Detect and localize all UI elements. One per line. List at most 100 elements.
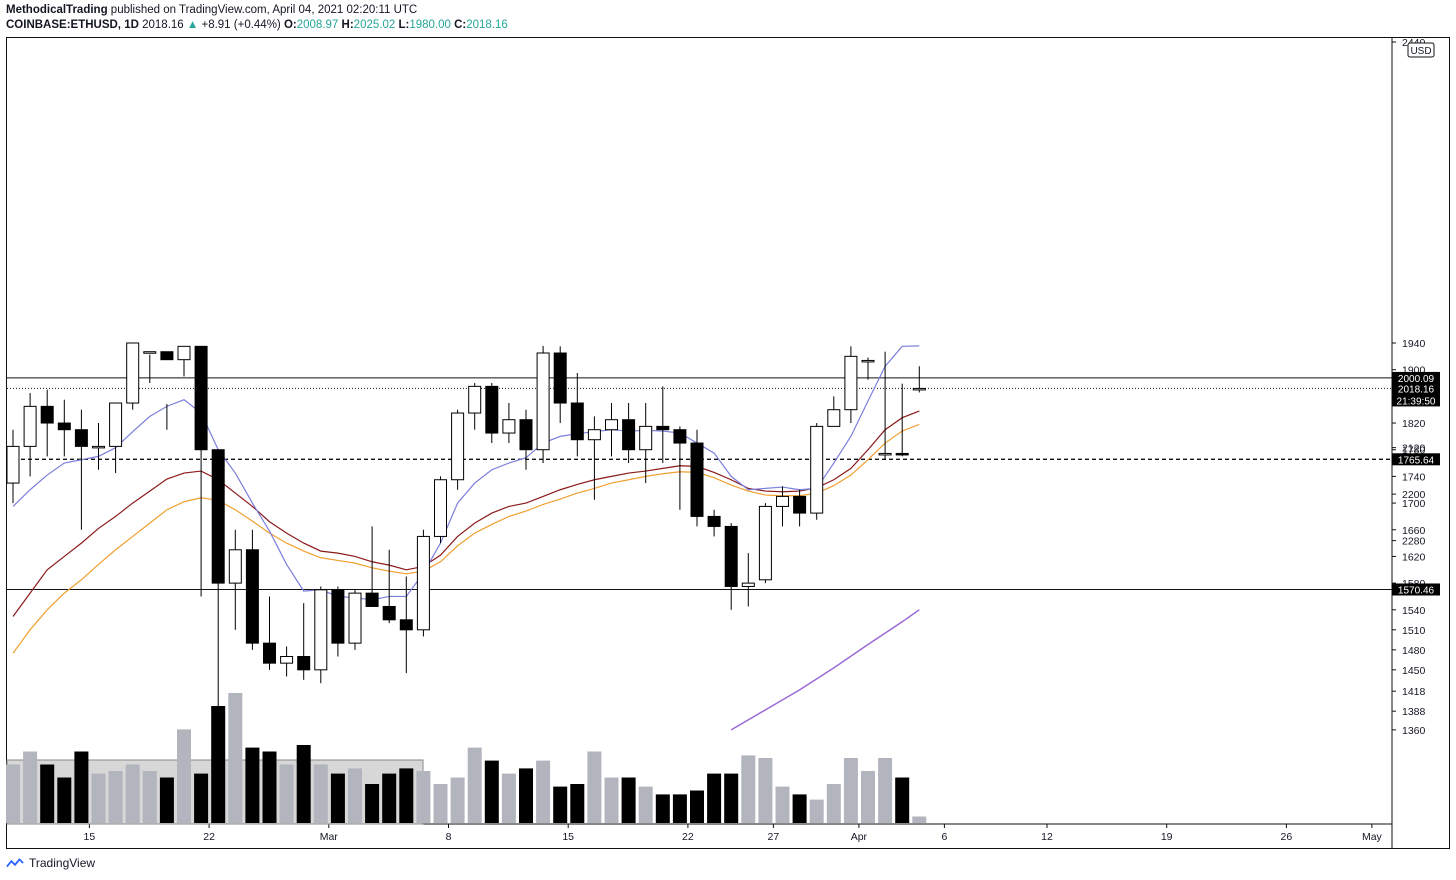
high-label: H:: [341, 19, 354, 31]
high-value: 2025.02: [353, 19, 396, 31]
countdown-label: 21:39:50: [1397, 396, 1436, 407]
author-name: MethodicalTrading: [6, 4, 108, 16]
volume-bar: [621, 777, 636, 823]
candle-body: [724, 525, 738, 587]
volume-bar: [330, 773, 345, 823]
x-tick-label: 27: [768, 831, 780, 843]
last-price: 2018.16: [142, 19, 184, 31]
y-tick-label: 2200: [1402, 489, 1426, 501]
candle-body: [160, 351, 174, 361]
volume-bar: [878, 758, 893, 823]
low-label: L:: [398, 19, 410, 31]
volume-bar: [23, 751, 38, 823]
candle-body: [57, 422, 71, 431]
volume-bar: [638, 786, 653, 823]
volume-bar: [296, 745, 311, 823]
volume-bar: [365, 784, 380, 823]
candle-body: [348, 592, 362, 644]
footer-brand: TradingView: [6, 856, 95, 870]
chart-pane[interactable]: [6, 37, 1450, 849]
candle-body: [673, 429, 687, 444]
price-axis-tag: [1392, 453, 1440, 466]
volume-bar: [467, 747, 482, 823]
candle-body: [553, 352, 567, 404]
candle-body: [211, 449, 225, 584]
y-tick-label: 1510: [1402, 625, 1426, 637]
volume-bar: [57, 777, 72, 823]
volume-bar: [690, 790, 704, 823]
candle-body: [776, 495, 789, 507]
y-tick-label: 1820: [1402, 418, 1426, 430]
publish-line: MethodicalTrading published on TradingVi…: [6, 3, 417, 17]
y-tick-label: 1418: [1402, 686, 1426, 698]
candle-body: [485, 385, 499, 434]
price-axis-tag: [1392, 583, 1440, 596]
volume-bar: [313, 764, 328, 823]
currency-badge: [1407, 42, 1435, 58]
volume-bar: [416, 771, 431, 823]
volume-bar: [792, 794, 807, 823]
volume-bar: [211, 706, 226, 823]
volume-bar: [809, 799, 824, 823]
volume-bar: [450, 777, 465, 823]
candle-body: [74, 429, 88, 447]
volume-bar: [536, 760, 551, 823]
volume-bar: [484, 760, 499, 823]
candle-body: [399, 619, 413, 631]
candle-body: [143, 351, 157, 354]
price-axis-tag-label: 1570.46: [1398, 585, 1435, 596]
candle-body: [6, 445, 20, 484]
ema-mid-line: [12, 410, 920, 617]
candle-body: [280, 655, 294, 664]
volume-bar: [159, 777, 174, 823]
volume-bar: [775, 786, 790, 823]
volume-bar: [741, 755, 756, 823]
volume-bar: [672, 794, 687, 823]
candle-body: [758, 505, 772, 581]
price-axis-tag: [1392, 382, 1440, 407]
open-value: 2008.97: [296, 19, 339, 31]
volume-bar: [91, 773, 106, 823]
candle-body: [92, 445, 105, 449]
price-axis-tag-label: 1765.64: [1398, 455, 1435, 466]
candle-body: [23, 405, 37, 447]
volume-bar: [843, 758, 858, 823]
candle-body: [536, 352, 550, 451]
price-axis-tag-label: 2000.09: [1398, 374, 1435, 385]
open-label: O:: [283, 19, 297, 31]
y-tick-label: 1620: [1402, 551, 1426, 563]
y-tick-label: 1450: [1402, 665, 1426, 677]
y-tick-label: 2120: [1402, 443, 1426, 455]
candle-body: [793, 495, 807, 514]
x-tick-label: 6: [941, 831, 947, 843]
volume-bar: [74, 751, 89, 823]
y-tick-label: 1700: [1402, 498, 1426, 510]
low-value: 1980.00: [409, 19, 451, 31]
y-tick-label: 2280: [1402, 536, 1426, 548]
footer-brand-text: TradingView: [29, 856, 96, 870]
candle-body: [416, 535, 430, 631]
x-tick-label: 22: [203, 831, 215, 843]
volume-bar: [519, 768, 533, 823]
candle-body: [570, 402, 584, 441]
candle-body: [177, 345, 191, 361]
volume-bar: [108, 771, 123, 823]
volume-bar: [348, 768, 362, 823]
candle-body: [827, 409, 841, 427]
y-tick-label: 1388: [1402, 706, 1426, 718]
candle-body: [468, 385, 482, 414]
candle-body: [707, 515, 721, 527]
y-tick-label: 1740: [1402, 471, 1426, 483]
volume-bar: [142, 771, 157, 823]
volume-bar: [177, 729, 191, 823]
candle-body: [245, 549, 259, 644]
candle-body: [844, 355, 858, 411]
candle-body: [639, 425, 653, 451]
x-tick-label: Apr: [851, 831, 868, 843]
volume-bar: [245, 747, 260, 823]
volume-bar: [433, 784, 448, 823]
tradingview-logo-icon: [6, 858, 24, 868]
volume-bar: [399, 768, 414, 823]
candle-body: [382, 605, 396, 621]
